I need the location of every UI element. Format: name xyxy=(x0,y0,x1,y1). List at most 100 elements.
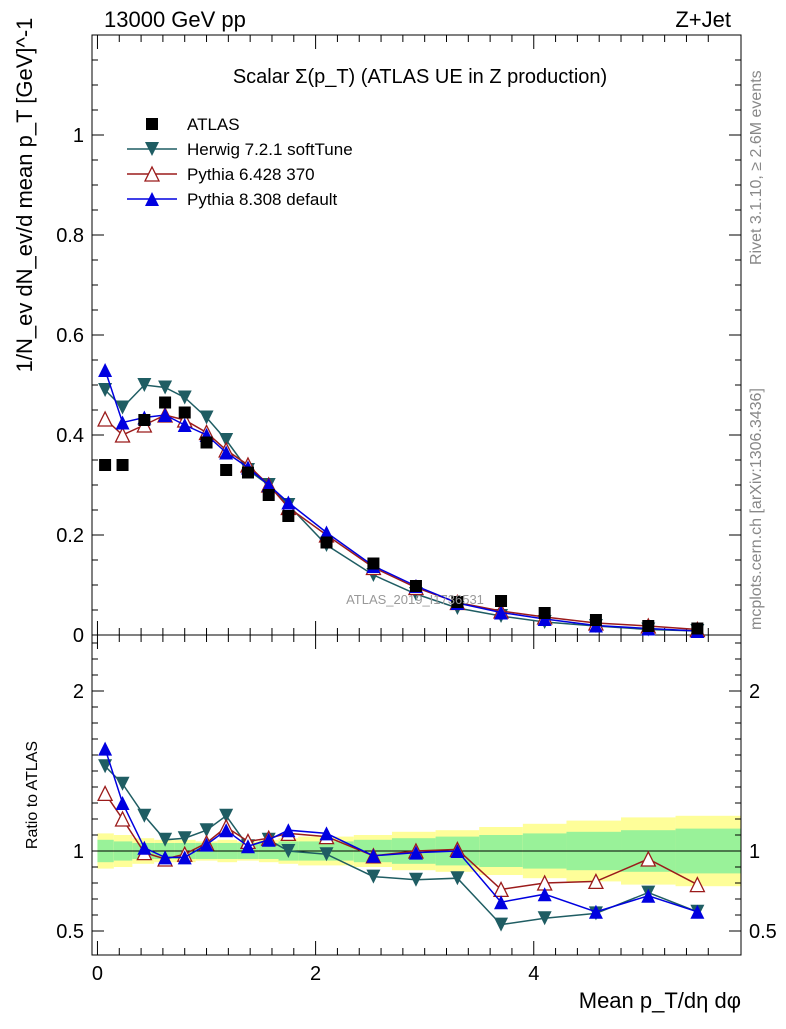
ratio-series-2 xyxy=(98,741,705,919)
series-layer xyxy=(97,363,706,932)
data-point xyxy=(178,406,191,419)
y-axis-label-text: 1/N_ev dN_ev/d mean p_T [GeV]^-1 xyxy=(12,18,37,373)
ratio-point xyxy=(199,823,214,838)
header-right: Z+Jet xyxy=(675,7,731,32)
ratio-point xyxy=(450,844,465,858)
series-point xyxy=(177,418,192,432)
series-point xyxy=(319,525,334,540)
header-left: 13000 GeV pp xyxy=(104,7,246,32)
series-point xyxy=(158,380,173,395)
data-series xyxy=(99,396,704,635)
series-point xyxy=(494,605,509,620)
legend-label: Pythia 6.428 370 xyxy=(187,165,315,184)
ratio-point xyxy=(281,823,296,838)
ratio-point xyxy=(98,759,113,774)
ratio-tick-label: 2 xyxy=(73,681,84,703)
legend-marker xyxy=(145,142,159,156)
series-point xyxy=(115,400,130,415)
data-point xyxy=(159,396,172,409)
ratio-tick-label: 1 xyxy=(749,841,760,863)
data-point xyxy=(99,459,112,471)
ratio-point xyxy=(319,847,334,862)
ratio-point xyxy=(177,831,192,846)
data-point xyxy=(220,464,233,476)
legend-label: Herwig 7.2.1 softTune xyxy=(187,140,353,159)
mcplots-label: mcplots.cern.ch [arXiv:1306.3436] xyxy=(748,388,765,630)
y-axis-label: 1/N_ev dN_ev/d mean p_T [GeV]^-1 xyxy=(12,18,37,373)
ratio-y-axis-label: Ratio to ATLAS xyxy=(24,741,41,849)
x-tick-label: 4 xyxy=(528,963,539,985)
data-point xyxy=(495,595,508,607)
y-tick-label: 1 xyxy=(73,125,84,147)
ratio-plot-frame xyxy=(91,634,742,956)
rivet-version-label: Rivet 3.1.10, ≥ 2.6M events xyxy=(748,70,765,265)
y-tick-label: 0.8 xyxy=(56,225,84,247)
ratio-point xyxy=(158,832,173,847)
ratio-point xyxy=(690,904,705,919)
data-point xyxy=(262,489,275,501)
ratio-point xyxy=(366,848,381,863)
ratio-point xyxy=(97,784,114,802)
watermark: ATLAS_2019_I1736531 xyxy=(346,592,484,607)
ratio-point xyxy=(177,850,192,865)
y-tick-label: 0 xyxy=(73,625,84,647)
ratio-point xyxy=(408,872,423,887)
ratio-point xyxy=(494,895,509,910)
ratio-point xyxy=(219,808,234,823)
data-point xyxy=(538,607,551,619)
ratio-tick-label: 1 xyxy=(73,841,84,863)
ratio-point xyxy=(240,839,255,854)
series-point xyxy=(98,363,113,377)
data-point xyxy=(589,614,602,626)
ratio-point xyxy=(640,850,657,867)
ratio-point xyxy=(366,869,381,884)
series-point xyxy=(137,378,152,392)
ratio-point xyxy=(98,741,113,756)
axis-ticks: 0 0.2 0.4 0.6 0.8 1 0.5 0.5 1 1 2 2 0 2 4 xyxy=(56,35,777,985)
ratio-point xyxy=(537,887,552,902)
series-point xyxy=(219,433,234,447)
series-point xyxy=(98,383,113,397)
ratio-point xyxy=(261,832,276,847)
ratio-point xyxy=(587,872,604,890)
ratio-point xyxy=(450,871,465,886)
series-point xyxy=(97,410,114,427)
y-tick-label: 0.6 xyxy=(56,325,84,347)
series-point xyxy=(281,495,296,510)
chart-title: Scalar Σ(p_T) (ATLAS UE in Z production) xyxy=(233,66,607,88)
x-tick-label: 2 xyxy=(310,963,321,985)
chart-title-text: Scalar Σ(p_T) (ATLAS UE in Z production) xyxy=(233,66,607,88)
series-point xyxy=(177,390,192,405)
x-tick-label: 0 xyxy=(92,963,103,985)
ratio-point xyxy=(537,911,552,926)
ratio-point xyxy=(199,837,214,852)
legend-label: Pythia 8.308 default xyxy=(187,190,338,209)
ratio-point xyxy=(408,845,423,860)
y-tick-label: 0.4 xyxy=(56,425,84,447)
legend-label: ATLAS xyxy=(187,115,240,134)
y-tick-label: 0.2 xyxy=(56,525,84,547)
series-point xyxy=(114,426,131,443)
ratio-point xyxy=(115,796,130,810)
legend-marker xyxy=(143,165,161,182)
series-point xyxy=(199,410,214,425)
ratio-tick-label: 2 xyxy=(749,681,760,703)
series-point xyxy=(261,478,276,492)
ratio-point xyxy=(319,826,334,841)
series-point xyxy=(158,408,173,422)
ratio-point xyxy=(219,823,234,838)
data-point xyxy=(367,557,380,570)
data-point xyxy=(320,536,333,549)
data-point xyxy=(282,510,295,522)
data-point xyxy=(116,459,129,471)
data-point xyxy=(691,622,704,635)
data-point xyxy=(200,436,213,449)
ratio-point xyxy=(281,844,296,858)
x-axis-label: Mean p_T/dη dφ xyxy=(579,988,741,1013)
ratio-tick-label: 0.5 xyxy=(749,921,777,943)
legend: ATLAS Herwig 7.2.1 softTune Pythia 6.428 3… xyxy=(127,115,353,209)
ratio-point xyxy=(588,904,603,919)
legend-marker xyxy=(146,118,158,130)
data-point xyxy=(451,596,464,608)
